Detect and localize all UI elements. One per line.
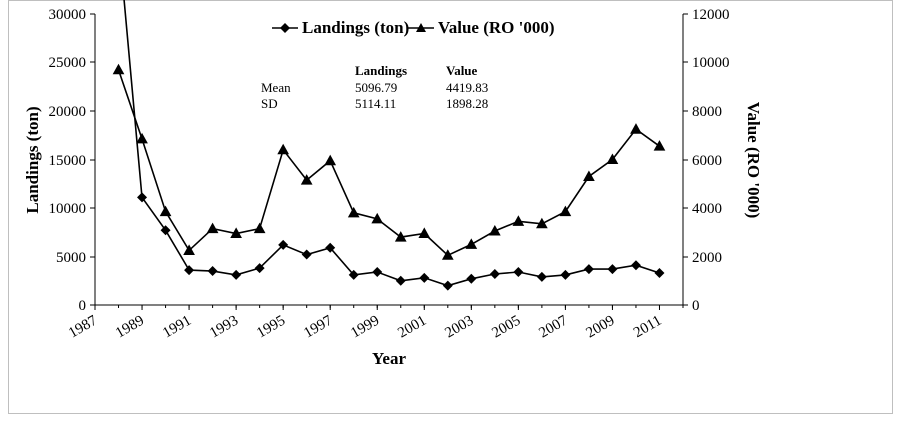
x-tick-label: 1991: [160, 313, 194, 342]
stats-row-label: Mean: [261, 80, 291, 95]
landings-point: [137, 192, 148, 203]
value-point: [606, 153, 619, 164]
x-tick-label: 2007: [536, 312, 570, 341]
x-tick-label: 2005: [489, 313, 523, 342]
landings-point: [513, 267, 524, 278]
value-point: [441, 249, 454, 260]
stats-header-landings: Landings: [355, 63, 407, 78]
value-point: [418, 227, 431, 238]
value-point: [159, 205, 172, 217]
value-point: [536, 217, 548, 229]
landings-point: [395, 275, 406, 286]
stats-header-value: Value: [446, 63, 478, 78]
landings-point: [560, 269, 571, 280]
value-point: [112, 63, 125, 75]
y-left-tick-label: 25000: [49, 55, 87, 71]
y-axis-left-title: Landings (ton): [23, 106, 42, 213]
value-point: [512, 215, 525, 226]
landings-point: [419, 272, 430, 283]
y-right-tick-label: 2000: [692, 250, 722, 266]
landings-point: [278, 239, 289, 250]
value-point: [277, 143, 290, 155]
y-right-tick-label: 0: [692, 298, 700, 314]
stats-row-label: SD: [261, 96, 278, 111]
chart-frame: [8, 0, 893, 414]
x-axis-title: Year: [372, 349, 406, 368]
x-tick-label: 2003: [442, 313, 476, 342]
legend-value-marker: [416, 23, 426, 32]
y-right-tick-label: 8000: [692, 104, 722, 120]
value-point: [371, 212, 384, 224]
value-point: [183, 244, 195, 255]
value-point: [465, 238, 478, 249]
legend-landings-marker: [280, 23, 290, 33]
landings-point: [207, 266, 218, 277]
y-right-tick-label: 4000: [692, 201, 722, 217]
x-tick-label: 2011: [631, 313, 665, 342]
landings-point: [654, 267, 665, 278]
value-point: [488, 225, 501, 236]
landings-point: [301, 249, 312, 260]
value-point: [630, 123, 642, 134]
value-point: [253, 222, 266, 234]
stats-row-landings: 5096.79: [355, 80, 397, 95]
x-tick-label: 1997: [301, 312, 335, 341]
value-point: [559, 205, 572, 217]
value-point: [347, 206, 360, 218]
landings-point: [372, 267, 383, 278]
y-left-tick-label: 10000: [49, 201, 87, 217]
y-left-tick-label: 15000: [49, 153, 87, 169]
value-point: [394, 231, 407, 242]
y-right-tick-label: 6000: [692, 153, 722, 169]
y-left-tick-label: 30000: [49, 7, 87, 23]
x-tick-label: 1995: [254, 313, 288, 342]
landings-point: [583, 264, 594, 275]
value-point: [653, 140, 666, 151]
y-left-tick-label: 20000: [49, 104, 87, 120]
value-point: [230, 227, 242, 238]
value-point: [324, 154, 337, 166]
y-right-tick-label: 10000: [692, 55, 730, 71]
landings-point: [184, 265, 195, 276]
y-left-tick-label: 5000: [56, 250, 86, 266]
landings-point: [160, 225, 171, 236]
x-tick-label: 2009: [583, 313, 617, 342]
value-point: [583, 170, 595, 181]
landings-point: [466, 273, 477, 284]
value-point: [206, 222, 219, 234]
stats-row-value: 4419.83: [446, 80, 488, 95]
landings-point: [348, 269, 359, 280]
value-point: [300, 174, 313, 185]
landings-point: [536, 271, 547, 282]
landings-point: [442, 280, 453, 291]
x-tick-label: 1993: [207, 313, 241, 342]
y-right-tick-label: 12000: [692, 7, 730, 23]
landings-point: [607, 264, 618, 275]
x-tick-label: 1999: [348, 313, 382, 342]
legend-landings-label: Landings (ton): [302, 18, 409, 37]
y-axis-right-title: Value (RO '000): [744, 102, 763, 219]
landings-point: [489, 268, 500, 279]
x-tick-label: 1989: [113, 313, 147, 342]
landings-point: [325, 242, 336, 253]
x-tick-label: 2001: [395, 313, 429, 342]
x-tick-label: 1987: [66, 312, 100, 341]
legend-value-label: Value (RO '000): [438, 18, 555, 37]
stats-row-value: 1898.28: [446, 96, 488, 111]
landings-point: [231, 269, 242, 280]
y-left-tick-label: 0: [79, 298, 87, 314]
stats-row-landings: 5114.11: [355, 96, 396, 111]
value-point: [136, 132, 148, 144]
landings-series-line: [123, 0, 660, 287]
landings-point: [254, 263, 265, 274]
landings-point: [630, 260, 641, 271]
